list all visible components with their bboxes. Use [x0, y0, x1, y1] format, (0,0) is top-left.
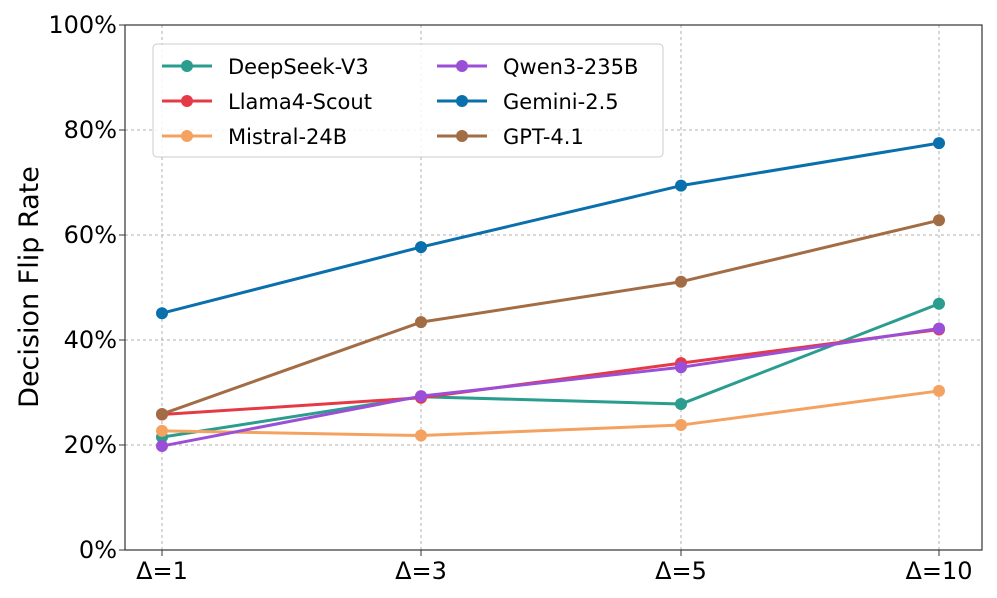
series-gpt-4-1	[156, 214, 945, 421]
legend-marker	[456, 95, 468, 107]
series-line	[161, 141, 940, 315]
series-deepseek-v3	[156, 297, 945, 444]
data-point	[415, 241, 427, 254]
series-mistral-24b	[156, 384, 945, 442]
data-point	[415, 390, 427, 403]
y-tick-label: 100%	[48, 11, 117, 39]
y-tick-label: 60%	[64, 221, 117, 249]
x-tick-label: Δ=1	[136, 557, 188, 585]
series-gemini-2-5	[156, 137, 945, 320]
data-point	[675, 361, 687, 374]
legend-label: DeepSeek-V3	[228, 55, 369, 79]
y-tick-label: 40%	[64, 326, 117, 354]
legend-item: GPT-4.1	[437, 125, 584, 149]
data-point	[933, 214, 945, 227]
y-tick-label: 80%	[64, 116, 117, 144]
data-point	[933, 384, 945, 397]
data-point	[156, 408, 168, 421]
legend-label: Mistral-24B	[228, 125, 347, 149]
series-line	[161, 218, 940, 416]
legend-label: GPT-4.1	[503, 125, 584, 149]
x-tick-label: Δ=5	[655, 557, 707, 585]
legend-item: Gemini-2.5	[437, 90, 619, 114]
series-layer	[156, 137, 945, 453]
legend-item: DeepSeek-V3	[162, 55, 369, 79]
legend-marker	[181, 60, 193, 72]
legend-item: Mistral-24B	[162, 125, 347, 149]
legend-box	[152, 43, 664, 158]
data-point	[675, 398, 687, 411]
plot-frame	[124, 24, 983, 551]
legend-label: Gemini-2.5	[503, 90, 619, 114]
legend-item: Qwen3-235B	[437, 55, 638, 79]
data-point	[675, 179, 687, 192]
legend-marker	[456, 60, 468, 72]
data-point	[933, 297, 945, 310]
legend-label: Qwen3-235B	[503, 55, 638, 79]
legend-marker	[181, 130, 193, 142]
y-axis-title: Decision Flip Rate	[14, 166, 45, 408]
x-axis-ticks: Δ=1 Δ=3 Δ=5 Δ=10	[136, 550, 973, 585]
legend-marker	[181, 95, 193, 107]
series-line	[161, 389, 940, 438]
data-point	[675, 419, 687, 432]
y-axis-ticks: 0% 20% 40% 60% 80% 100%	[48, 11, 125, 564]
data-point	[415, 316, 427, 329]
data-point	[156, 440, 168, 453]
data-point	[675, 275, 687, 288]
series-qwen3-235b	[156, 322, 945, 453]
legend: DeepSeek-V3 Llama4-Scout Mistral-24B Qwen3-…	[152, 43, 664, 158]
data-point	[156, 424, 168, 437]
y-tick-label: 20%	[64, 431, 117, 459]
x-tick-label: Δ=3	[395, 557, 447, 585]
data-point	[415, 429, 427, 442]
series-line	[161, 302, 940, 439]
legend-marker	[456, 130, 468, 142]
legend-item: Llama4-Scout	[162, 90, 372, 114]
data-point	[933, 322, 945, 335]
x-tick-label: Δ=10	[905, 557, 972, 585]
series-line	[161, 326, 940, 448]
data-point	[156, 307, 168, 320]
data-point	[933, 137, 945, 150]
legend-label: Llama4-Scout	[228, 90, 372, 114]
y-tick-label: 0%	[79, 536, 117, 564]
